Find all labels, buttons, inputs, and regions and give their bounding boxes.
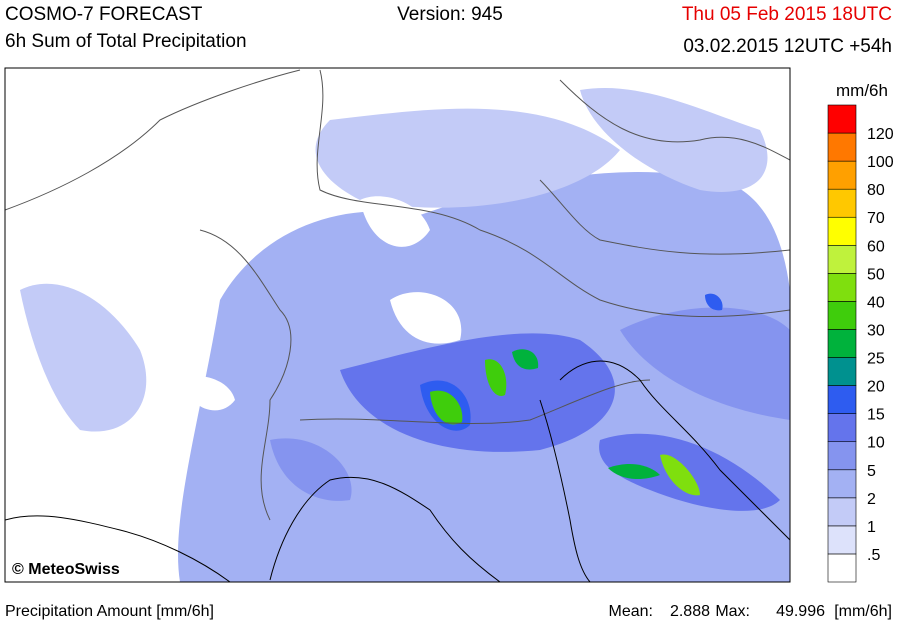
legend-label: 40 [867, 294, 885, 311]
copyright: © MeteoSwiss [12, 561, 120, 578]
legend-label: 25 [867, 351, 885, 368]
map: © MeteoSwiss [4, 67, 791, 583]
legend-swatch [827, 273, 857, 302]
mean-value: 2.888 [670, 603, 710, 620]
legend-unit: mm/6h [836, 81, 888, 100]
mean-label: Mean: [609, 603, 653, 620]
legend-swatch [827, 357, 857, 386]
valid-time: Thu 05 Feb 2015 18UTC [682, 4, 892, 25]
legend-label: 5 [867, 463, 876, 480]
legend-swatch [827, 244, 857, 274]
legend-label: 100 [867, 154, 894, 171]
legend-label: .5 [867, 547, 880, 564]
legend-label: 10 [867, 435, 885, 452]
legend-swatch [827, 441, 857, 471]
legend-swatch [827, 329, 857, 358]
legend-label: 50 [867, 266, 885, 283]
legend-label: 1 [867, 519, 876, 536]
legend-swatch [827, 216, 857, 246]
legend-label: 120 [867, 126, 894, 143]
legend-label: 2 [867, 491, 876, 508]
title: COSMO-7 FORECAST [5, 4, 203, 25]
version: Version: 945 [397, 4, 503, 25]
legend-swatch [827, 132, 857, 162]
max-label: Max: [715, 603, 750, 620]
legend-swatch [827, 497, 857, 527]
footer-quantity: Precipitation Amount [mm/6h] [5, 603, 214, 620]
footer-unit: [mm/6h] [834, 603, 892, 620]
legend-swatch [827, 385, 857, 414]
legend-swatch [827, 553, 857, 583]
legend-swatch [827, 188, 857, 218]
legend-label: 20 [867, 379, 885, 396]
legend-swatch [827, 525, 857, 555]
run-time: 03.02.2015 12UTC +54h [683, 36, 892, 57]
legend-label: 80 [867, 182, 885, 199]
legend-swatch [827, 301, 857, 330]
legend-label: 15 [867, 407, 885, 424]
legend-swatch [827, 469, 857, 499]
legend-label: 30 [867, 322, 885, 339]
max-value: 49.996 [776, 603, 825, 620]
legend-label: 60 [867, 238, 885, 255]
subtitle: 6h Sum of Total Precipitation [5, 31, 247, 52]
legend-swatch [827, 104, 857, 134]
legend-swatch [827, 160, 857, 190]
legend-swatch [827, 413, 857, 443]
legend-label: 70 [867, 210, 885, 227]
